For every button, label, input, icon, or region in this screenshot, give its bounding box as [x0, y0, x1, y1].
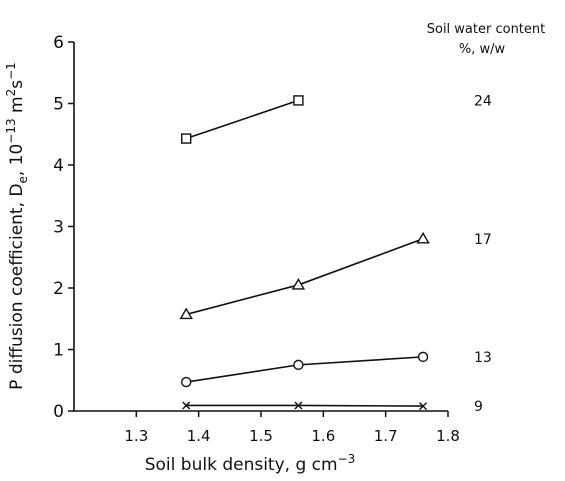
y-label-part: −13 [4, 118, 18, 143]
y-label-part: P diffusion coefficient, D [7, 184, 27, 390]
y-tick-label: 6 [53, 33, 64, 53]
y-tick-label: 0 [53, 402, 64, 422]
y-tick-label: 5 [53, 95, 64, 115]
series-line [185, 99, 299, 140]
series-line [186, 404, 424, 407]
series-line [185, 238, 424, 316]
y-label-part: e [16, 176, 30, 183]
marker [416, 231, 430, 244]
marker [417, 351, 429, 363]
series-label: 17 [474, 232, 492, 248]
series-line [186, 356, 424, 383]
y-axis-label: P diffusion coefficient, De, 10−13 m2s−1 [4, 62, 30, 390]
y-label-text: P diffusion coefficient, De, 10−13 m2s−1 [4, 62, 30, 390]
legend-title: Soil water content [427, 22, 546, 37]
y-label-part: , 10 [7, 144, 27, 176]
marker [291, 278, 306, 290]
marker [294, 401, 303, 410]
marker [293, 359, 304, 371]
marker [179, 307, 193, 320]
x-label-part: Soil bulk density, g cm [145, 455, 338, 475]
y-label-part: m [7, 96, 27, 118]
x-tick-label: 1.3 [124, 427, 148, 445]
x-label-part: −3 [338, 452, 356, 466]
marker [182, 401, 191, 410]
series-label: 9 [474, 399, 483, 415]
marker [180, 133, 192, 144]
y-label-part: 2 [4, 89, 18, 97]
marker [419, 402, 428, 411]
x-tick-label: 1.4 [187, 427, 211, 445]
x-tick-label: 1.8 [436, 427, 460, 445]
legend-subtitle: %, w/w [459, 42, 506, 57]
y-tick-label: 2 [53, 279, 64, 299]
marker [180, 376, 192, 388]
y-tick-label: 3 [53, 218, 64, 238]
series-label: 24 [474, 93, 492, 109]
x-tick-label: 1.7 [374, 427, 398, 445]
x-tick-label: 1.5 [249, 427, 273, 445]
x-axis-label: Soil bulk density, g cm−3 [145, 452, 356, 475]
marker [293, 95, 304, 106]
y-tick-label: 4 [53, 156, 64, 176]
axes [73, 42, 448, 412]
y-label-part: −1 [4, 62, 18, 80]
y-label-part: s [7, 80, 27, 89]
series-label: 13 [474, 350, 492, 366]
x-tick-label: 1.6 [311, 427, 335, 445]
y-tick-label: 1 [53, 341, 64, 361]
